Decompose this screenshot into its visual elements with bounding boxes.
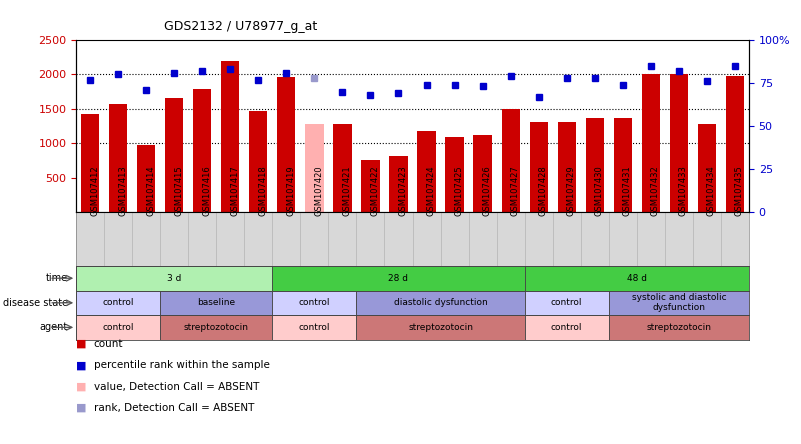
Text: control: control: [103, 298, 134, 307]
Text: GSM107419: GSM107419: [287, 166, 296, 216]
Text: GSM107416: GSM107416: [202, 166, 211, 216]
Bar: [609, 290, 749, 315]
Text: GSM107415: GSM107415: [175, 166, 183, 216]
Bar: [109, 104, 127, 212]
Bar: [249, 111, 268, 212]
Bar: [473, 135, 492, 212]
Text: GSM107417: GSM107417: [231, 166, 239, 216]
Bar: [137, 145, 155, 212]
Text: GSM107428: GSM107428: [538, 166, 548, 216]
Bar: [76, 290, 160, 315]
Bar: [160, 290, 272, 315]
Text: GSM107423: GSM107423: [399, 166, 408, 216]
Bar: [525, 290, 609, 315]
Text: GSM107421: GSM107421: [343, 166, 352, 216]
Bar: [698, 123, 716, 212]
Text: GSM107422: GSM107422: [370, 166, 380, 216]
Bar: [356, 315, 525, 340]
Text: time: time: [46, 273, 68, 283]
Text: GSM107414: GSM107414: [146, 166, 155, 216]
Text: GSM107430: GSM107430: [594, 166, 604, 216]
Bar: [160, 315, 272, 340]
Bar: [76, 266, 272, 290]
Text: streptozotocin: streptozotocin: [646, 323, 711, 332]
Bar: [670, 74, 688, 212]
Text: count: count: [94, 339, 123, 349]
Bar: [557, 122, 576, 212]
Bar: [726, 76, 744, 212]
Bar: [305, 124, 324, 212]
Text: GSM107420: GSM107420: [314, 166, 324, 216]
Text: baseline: baseline: [197, 298, 235, 307]
Text: percentile rank within the sample: percentile rank within the sample: [94, 361, 270, 370]
Text: ■: ■: [76, 382, 87, 392]
Text: disease state: disease state: [3, 298, 68, 308]
Bar: [525, 266, 749, 290]
Text: GSM107434: GSM107434: [706, 166, 716, 216]
Text: 3 d: 3 d: [167, 274, 181, 283]
Bar: [501, 109, 520, 212]
Bar: [193, 89, 211, 212]
Text: GSM107427: GSM107427: [511, 166, 520, 216]
Text: GSM107429: GSM107429: [567, 166, 576, 216]
Text: control: control: [103, 323, 134, 332]
Text: GSM107425: GSM107425: [455, 166, 464, 216]
Bar: [356, 290, 525, 315]
Text: GSM107432: GSM107432: [650, 166, 660, 216]
Text: GSM107435: GSM107435: [735, 166, 744, 216]
Text: GSM107418: GSM107418: [258, 166, 268, 216]
Text: GSM107413: GSM107413: [119, 166, 127, 216]
Text: GSM107424: GSM107424: [427, 166, 436, 216]
Text: GSM107412: GSM107412: [90, 166, 99, 216]
Text: value, Detection Call = ABSENT: value, Detection Call = ABSENT: [94, 382, 259, 392]
Bar: [277, 77, 296, 212]
Bar: [445, 137, 464, 212]
Bar: [361, 160, 380, 212]
Bar: [272, 266, 525, 290]
Text: agent: agent: [40, 322, 68, 333]
Bar: [642, 74, 660, 212]
Text: streptozotocin: streptozotocin: [408, 323, 473, 332]
Bar: [525, 315, 609, 340]
Text: control: control: [299, 323, 330, 332]
Text: ■: ■: [76, 403, 87, 413]
Bar: [389, 155, 408, 212]
Text: 28 d: 28 d: [388, 274, 409, 283]
Bar: [81, 114, 99, 212]
Text: GSM107426: GSM107426: [482, 166, 492, 216]
Bar: [333, 124, 352, 212]
Text: 48 d: 48 d: [627, 274, 646, 283]
Bar: [614, 119, 632, 212]
Bar: [586, 119, 604, 212]
Bar: [417, 131, 436, 212]
Bar: [529, 122, 548, 212]
Text: control: control: [551, 298, 582, 307]
Bar: [272, 290, 356, 315]
Text: streptozotocin: streptozotocin: [183, 323, 249, 332]
Text: ■: ■: [76, 361, 87, 370]
Bar: [272, 315, 356, 340]
Text: rank, Detection Call = ABSENT: rank, Detection Call = ABSENT: [94, 403, 254, 413]
Text: systolic and diastolic
dysfunction: systolic and diastolic dysfunction: [631, 293, 727, 312]
Bar: [221, 61, 239, 212]
Text: GSM107431: GSM107431: [622, 166, 632, 216]
Bar: [165, 99, 183, 212]
Bar: [76, 315, 160, 340]
Text: control: control: [299, 298, 330, 307]
Text: GDS2132 / U78977_g_at: GDS2132 / U78977_g_at: [163, 20, 317, 33]
Text: ■: ■: [76, 339, 87, 349]
Text: diastolic dysfunction: diastolic dysfunction: [393, 298, 488, 307]
Text: control: control: [551, 323, 582, 332]
Text: GSM107433: GSM107433: [678, 165, 688, 216]
Bar: [609, 315, 749, 340]
